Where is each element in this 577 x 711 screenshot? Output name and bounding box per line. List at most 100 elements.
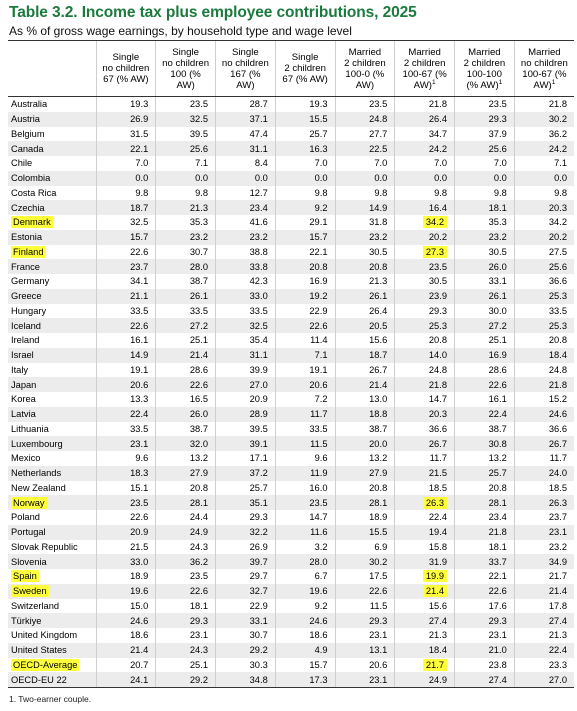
column-header: Married no children 100-67 (% AW)1 [513, 41, 574, 97]
footnote-mark: 1 [431, 78, 436, 86]
value-text: 13.2 [488, 453, 507, 464]
value-cell: 25.7 [454, 465, 515, 481]
country-name: Poland [11, 512, 40, 523]
value-cell: 0.0 [155, 170, 216, 186]
column-header: Married 2 children 100-67 (% AW)1 [394, 41, 455, 97]
value-cell: 14.9 [334, 200, 395, 215]
value-text: 7.1 [195, 158, 208, 169]
value-cell: 9.8 [394, 185, 455, 201]
value-cell: 15.5 [334, 524, 395, 540]
value-cell: 21.8 [513, 377, 574, 392]
value-text: 23.1 [548, 527, 567, 538]
value-cell: 22.1 [274, 244, 335, 260]
value-cell: 17.6 [454, 598, 515, 614]
table-row: Luxembourg 23.1 32.0 39.1 11.5 20.0 26.7 30.8 26… [8, 436, 574, 451]
value-text: 22.1 [309, 246, 328, 257]
value-text: 20.8 [189, 482, 208, 493]
value-cell: 23.5 [394, 259, 455, 274]
country-cell: United States [8, 642, 96, 658]
value-cell: 28.0 [155, 259, 216, 274]
value-text: 15.7 [309, 232, 328, 243]
value-text: 21.5 [428, 468, 447, 479]
value-cell: 22.6 [274, 318, 335, 333]
value-cell: 27.7 [334, 126, 395, 142]
value-cell: 21.4 [394, 583, 455, 599]
value-text: 23.5 [189, 99, 208, 110]
value-text: 24.3 [189, 541, 208, 552]
value-cell: 22.6 [155, 377, 216, 392]
value-text: 15.5 [309, 114, 328, 125]
value-cell: 35.1 [215, 495, 276, 510]
value-text: 41.6 [249, 217, 268, 228]
value-text: 24.9 [189, 527, 208, 538]
value-text: 21.3 [548, 630, 567, 641]
value-text: 37.1 [249, 114, 268, 125]
value-cell: 30.5 [454, 244, 515, 260]
value-cell: 21.5 [95, 539, 156, 555]
value-cell: 33.7 [454, 554, 515, 569]
value-cell: 11.7 [513, 451, 574, 466]
value-cell: 14.7 [274, 510, 335, 525]
table-row: Korea 13.3 16.5 20.9 7.2 13.0 14.7 16.1 15.2 [8, 392, 574, 407]
table-row: OECD-Average 20.7 25.1 30.3 15.7 20.6 21.7 23.8… [8, 657, 574, 673]
value-cell: 21.4 [155, 347, 216, 363]
value-cell: 28.1 [454, 495, 515, 510]
country-name: Czechia [11, 202, 45, 213]
value-cell: 13.2 [454, 451, 515, 466]
value-cell: 23.1 [155, 628, 216, 643]
value-cell: 17.1 [215, 451, 276, 466]
value-text: 26.0 [189, 409, 208, 420]
value-cell: 0.0 [394, 170, 455, 186]
value-text: 22.6 [130, 246, 149, 257]
table-row: Austria 26.9 32.5 37.1 15.5 24.8 26.4 29.3 30.2 [8, 111, 574, 127]
value-cell: 30.7 [215, 628, 276, 643]
column-header-line: 2 children [344, 57, 386, 69]
value-cell: 16.9 [274, 274, 335, 289]
value-cell: 18.9 [334, 510, 395, 525]
column-header-line: Single [172, 46, 199, 58]
value-text: 26.1 [488, 291, 507, 302]
value-cell: 16.1 [95, 333, 156, 348]
value-text: 22.6 [309, 320, 328, 331]
value-text: 6.9 [374, 541, 388, 552]
value-cell: 20.6 [95, 377, 156, 392]
value-text: 34.1 [130, 276, 149, 287]
value-text: 14.7 [428, 394, 447, 405]
value-text: 32.2 [249, 527, 268, 538]
footnote: 1. Two-earner couple. [9, 694, 92, 704]
value-text: 17.3 [309, 674, 328, 685]
column-header-line: 67 (% AW) [282, 74, 328, 85]
value-cell: 21.8 [454, 524, 515, 540]
value-text: 14.7 [309, 512, 328, 523]
value-text: 28.0 [309, 556, 328, 567]
value-cell: 23.2 [155, 229, 216, 245]
value-text: 25.7 [249, 482, 268, 493]
value-cell: 31.9 [394, 554, 455, 569]
value-cell: 26.7 [334, 362, 395, 378]
value-text: 14.0 [428, 350, 447, 361]
value-cell: 26.7 [513, 436, 574, 451]
column-header-line: 2 children [403, 57, 446, 69]
value-cell: 20.8 [394, 333, 455, 348]
value-text: 0.0 [493, 173, 507, 184]
value-cell: 7.1 [155, 156, 216, 171]
value-cell: 18.4 [394, 642, 455, 658]
value-cell: 27.3 [394, 244, 455, 260]
column-header-line: Married [348, 46, 382, 58]
value-cell: 33.5 [95, 303, 156, 319]
value-text: 20.3 [428, 409, 447, 420]
country-name: Norway [11, 496, 47, 509]
value-cell: 28.9 [215, 406, 276, 422]
value-text: 25.6 [488, 143, 507, 154]
value-text: 0.0 [434, 173, 447, 184]
country-cell: Ireland [8, 333, 96, 348]
value-cell: 30.5 [334, 244, 395, 260]
value-text: 31.5 [130, 128, 149, 139]
value-text: 23.5 [309, 497, 328, 508]
value-cell: 29.3 [454, 613, 515, 628]
value-text: 35.3 [189, 217, 208, 228]
value-text: 30.2 [548, 114, 567, 125]
table-row: Norway 23.5 28.1 35.1 23.5 28.1 26.3 28.1 26.3 [8, 495, 574, 510]
country-cell: Japan [8, 377, 96, 392]
value-text: 23.1 [130, 438, 149, 449]
